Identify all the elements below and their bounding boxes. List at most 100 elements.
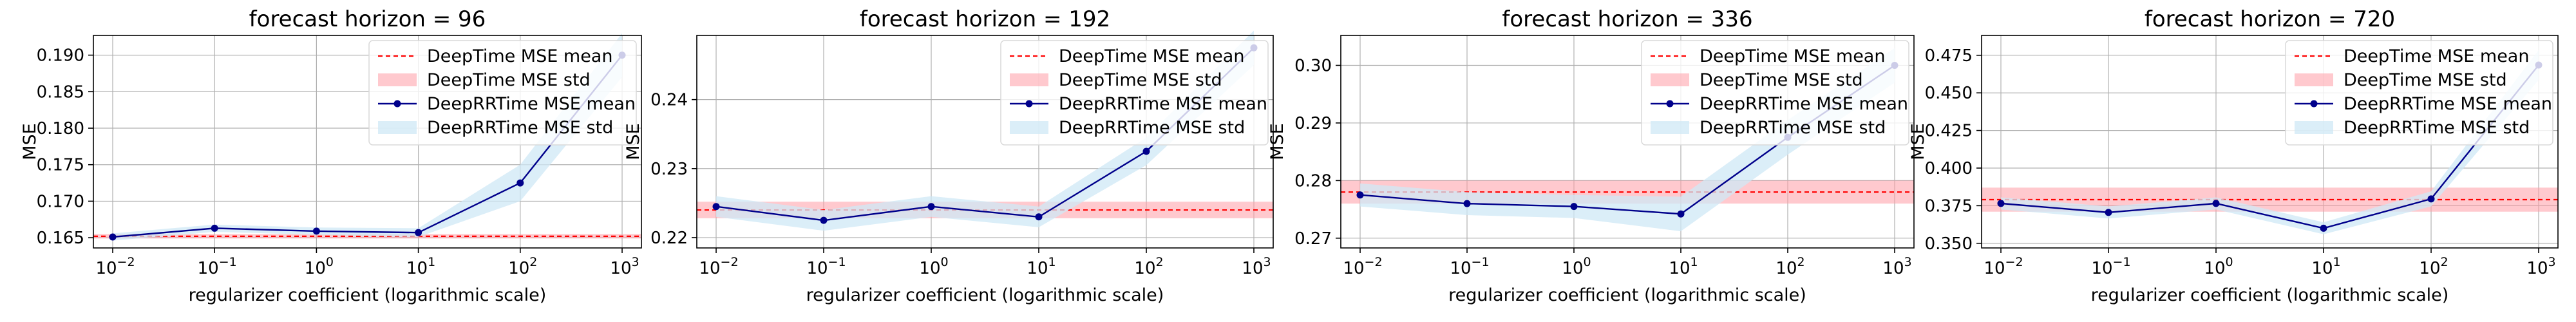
x-axis-label: regularizer coefficient (logarithmic sca… — [1448, 285, 1806, 305]
data-point — [2105, 209, 2112, 216]
chart-title: forecast horizon = 720 — [2145, 6, 2395, 32]
x-tick-exponent: 3 — [2548, 255, 2556, 269]
data-point — [2212, 200, 2220, 207]
plot-frame — [1340, 35, 1915, 249]
y-tick-label: 0.450 — [1925, 84, 1973, 103]
x-tick-base: 10 — [2091, 259, 2112, 278]
data-point — [516, 179, 524, 187]
legend-label: DeepTime MSE std — [427, 70, 591, 90]
y-tick-label: 0.375 — [1925, 196, 1973, 216]
x-tick-base: 10 — [406, 259, 428, 278]
x-tick-base: 10 — [806, 259, 828, 278]
y-tick-label: 0.28 — [1294, 171, 1332, 191]
y-axis-label: MSE — [20, 123, 40, 160]
legend-swatch-baseline-std — [1651, 73, 1689, 86]
x-tick-exponent: −1 — [1472, 255, 1490, 269]
data-point — [1356, 191, 1364, 199]
x-tick-exponent: −2 — [117, 255, 135, 269]
y-tick-label: 0.30 — [1294, 57, 1332, 76]
x-tick-exponent: 0 — [2226, 255, 2233, 269]
data-point — [1570, 203, 1578, 211]
legend-swatch-series-marker — [393, 100, 401, 108]
x-tick-base: 10 — [198, 259, 219, 278]
x-tick-label: 101 — [1669, 255, 1698, 278]
x-tick-base: 10 — [95, 259, 117, 278]
x-tick-exponent: 0 — [326, 255, 334, 269]
x-tick-exponent: 1 — [1048, 255, 1056, 269]
x-tick-label: 10−1 — [1450, 255, 1489, 278]
legend-label: DeepTime MSE std — [1700, 70, 1863, 90]
chart-title: forecast horizon = 96 — [249, 6, 486, 32]
x-tick-exponent: 1 — [1690, 255, 1698, 269]
y-tick-label: 0.475 — [1925, 46, 1973, 66]
legend: DeepTime MSE mean DeepTime MSE std DeepRRT… — [1641, 40, 1909, 146]
legend-box — [368, 40, 637, 146]
legend-swatch-baseline-std — [1010, 73, 1048, 86]
x-tick-exponent: −2 — [2005, 255, 2023, 269]
legend-label: DeepTime MSE mean — [2344, 46, 2529, 66]
x-tick-label: 102 — [1134, 255, 1163, 278]
data-point — [1035, 213, 1043, 221]
data-point — [415, 229, 422, 236]
x-tick-base: 10 — [699, 259, 720, 278]
legend-label: DeepRRTime MSE std — [427, 118, 613, 138]
x-tick-label: 103 — [2526, 255, 2555, 278]
legend-label: DeepTime MSE mean — [1059, 46, 1244, 66]
x-tick-exponent: −2 — [1365, 255, 1383, 269]
data-point — [2320, 224, 2327, 232]
x-tick-exponent: −1 — [828, 255, 846, 269]
x-tick-base: 10 — [2526, 259, 2548, 278]
legend-label: DeepTime MSE mean — [427, 46, 612, 66]
legend-swatch-series-std — [2295, 121, 2333, 134]
x-tick-label: 100 — [1562, 255, 1591, 278]
legend: DeepTime MSE mean DeepTime MSE std DeepRRT… — [2285, 40, 2553, 146]
x-tick-exponent: 0 — [1584, 255, 1591, 269]
data-point — [1142, 147, 1150, 155]
legend-box — [1000, 40, 1269, 146]
x-axis-label: regularizer coefficient (logarithmic sca… — [806, 285, 1164, 305]
y-tick-label: 0.23 — [650, 160, 688, 179]
data-point — [820, 216, 828, 224]
data-point — [211, 224, 218, 232]
x-tick-base: 10 — [1242, 259, 1263, 278]
x-tick-exponent: 2 — [1156, 255, 1164, 269]
x-tick-exponent: −2 — [721, 255, 739, 269]
y-tick-label: 0.400 — [1925, 159, 1973, 178]
x-tick-label: 102 — [508, 255, 537, 278]
x-axis-label: regularizer coefficient (logarithmic sca… — [2091, 285, 2449, 305]
x-tick-base: 10 — [919, 259, 940, 278]
legend-swatch-series-std — [1010, 121, 1048, 134]
legend-label: DeepTime MSE mean — [1700, 46, 1885, 66]
x-tick-base: 10 — [1776, 259, 1797, 278]
x-tick-label: 103 — [1882, 255, 1911, 278]
x-tick-label: 10−1 — [2091, 255, 2130, 278]
y-tick-label: 0.425 — [1925, 122, 1973, 141]
x-tick-label: 102 — [1776, 255, 1804, 278]
y-tick-label: 0.170 — [37, 192, 84, 211]
data-point — [1677, 210, 1685, 218]
plot-frame — [1981, 35, 2559, 249]
x-tick-label: 10−2 — [95, 255, 135, 278]
y-tick-label: 0.180 — [37, 119, 84, 138]
plot-frame — [93, 35, 642, 249]
x-tick-exponent: 3 — [632, 255, 639, 269]
y-tick-label: 0.350 — [1925, 234, 1973, 254]
legend-label: DeepRRTime MSE std — [2344, 118, 2530, 138]
x-tick-exponent: 1 — [428, 255, 435, 269]
x-tick-base: 10 — [1882, 259, 1904, 278]
chart-title: forecast horizon = 336 — [1502, 6, 1752, 32]
x-tick-exponent: −1 — [219, 255, 237, 269]
x-tick-base: 10 — [508, 259, 529, 278]
legend-swatch-series-marker — [2310, 100, 2318, 108]
x-tick-label: 102 — [2419, 255, 2448, 278]
legend-swatch-series-std — [1651, 121, 1689, 134]
x-tick-base: 10 — [1343, 259, 1364, 278]
x-tick-label: 10−2 — [1343, 255, 1382, 278]
x-tick-base: 10 — [610, 259, 631, 278]
x-tick-label: 100 — [305, 255, 334, 278]
x-tick-base: 10 — [1027, 259, 1048, 278]
x-tick-base: 10 — [1450, 259, 1471, 278]
legend-label: DeepRRTime MSE mean — [1700, 94, 1908, 114]
